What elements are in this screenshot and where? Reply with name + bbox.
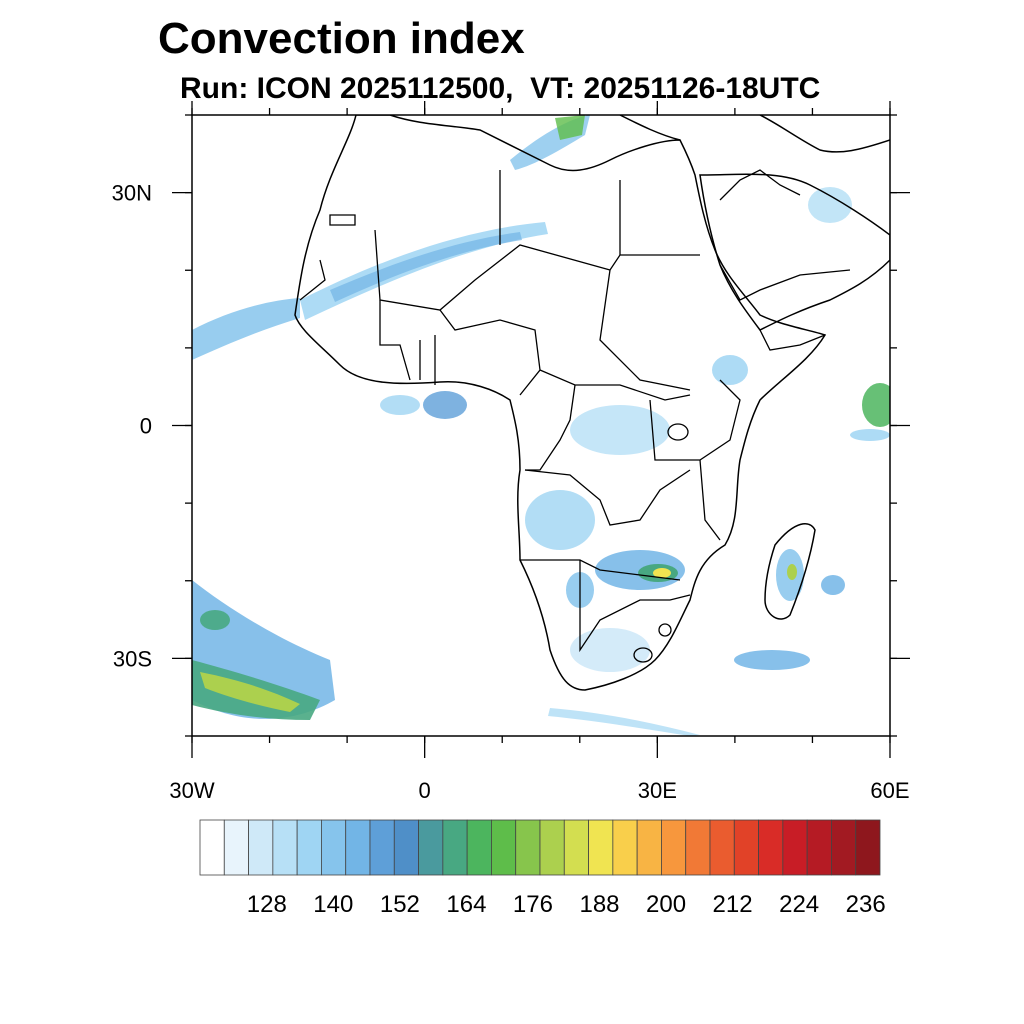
colorbar-swatch — [296, 819, 322, 876]
colorbar-label: 236 — [846, 891, 886, 918]
colorbar-swatch — [369, 819, 395, 876]
colorbar-swatch — [782, 819, 808, 876]
colorbar-swatch — [272, 819, 298, 876]
colorbar — [199, 819, 881, 876]
colorbar-swatch — [442, 819, 468, 876]
colorbar-swatch — [491, 819, 517, 876]
colorbar-swatch — [855, 819, 881, 876]
colorbar-swatch — [199, 819, 225, 876]
colorbar-swatch — [685, 819, 711, 876]
colorbar-label: 200 — [646, 891, 686, 918]
lon-tick-label: 30E — [638, 778, 677, 803]
colorbar-swatch — [758, 819, 784, 876]
plot-frame — [191, 114, 891, 737]
lakes — [633, 423, 689, 663]
coastlines — [294, 115, 890, 691]
lat-tick-label: 0 — [140, 414, 152, 439]
colorbar-swatch — [321, 819, 347, 876]
lon-tick-label: 30W — [169, 778, 214, 803]
colorbar-swatch — [345, 819, 371, 876]
convection-field — [192, 115, 890, 736]
colorbar-labels: 128 140 152 164 176 188 200 212 224 236 — [247, 891, 886, 918]
lat-tick-label: 30N — [112, 181, 152, 206]
colorbar-label: 164 — [446, 891, 486, 918]
colorbar-swatch — [418, 819, 444, 876]
chart-title: Convection index — [158, 14, 525, 63]
colorbar-swatch — [515, 819, 541, 876]
colorbar-label: 140 — [313, 891, 353, 918]
axis-ticks — [172, 101, 910, 758]
colorbar-swatch — [661, 819, 687, 876]
colorbar-swatch — [393, 819, 419, 876]
colorbar-swatch — [831, 819, 857, 876]
colorbar-swatch — [248, 819, 274, 876]
colorbar-label: 152 — [380, 891, 420, 918]
colorbar-swatch — [588, 819, 614, 876]
colorbar-label: 188 — [579, 891, 619, 918]
lon-tick-label: 60E — [870, 778, 909, 803]
colorbar-label: 176 — [513, 891, 553, 918]
colorbar-swatch — [466, 819, 492, 876]
colorbar-swatch — [563, 819, 589, 876]
chart-subtitle: Run: ICON 2025112500, VT: 20251126-18UTC — [180, 72, 821, 105]
colorbar-swatch — [539, 819, 565, 876]
lon-tick-label: 0 — [419, 778, 431, 803]
colorbar-swatch — [806, 819, 832, 876]
axis-labels: 30W 0 30E 60E 30N 0 30S — [112, 181, 910, 803]
colorbar-label: 224 — [779, 891, 819, 918]
country-borders — [299, 169, 851, 653]
colorbar-swatch — [709, 819, 735, 876]
lat-tick-label: 30S — [113, 646, 152, 671]
colorbar-swatch — [636, 819, 662, 876]
colorbar-swatch — [612, 819, 638, 876]
colorbar-swatch — [223, 819, 249, 876]
colorbar-swatch — [733, 819, 759, 876]
colorbar-label: 128 — [247, 891, 287, 918]
colorbar-label: 212 — [713, 891, 753, 918]
